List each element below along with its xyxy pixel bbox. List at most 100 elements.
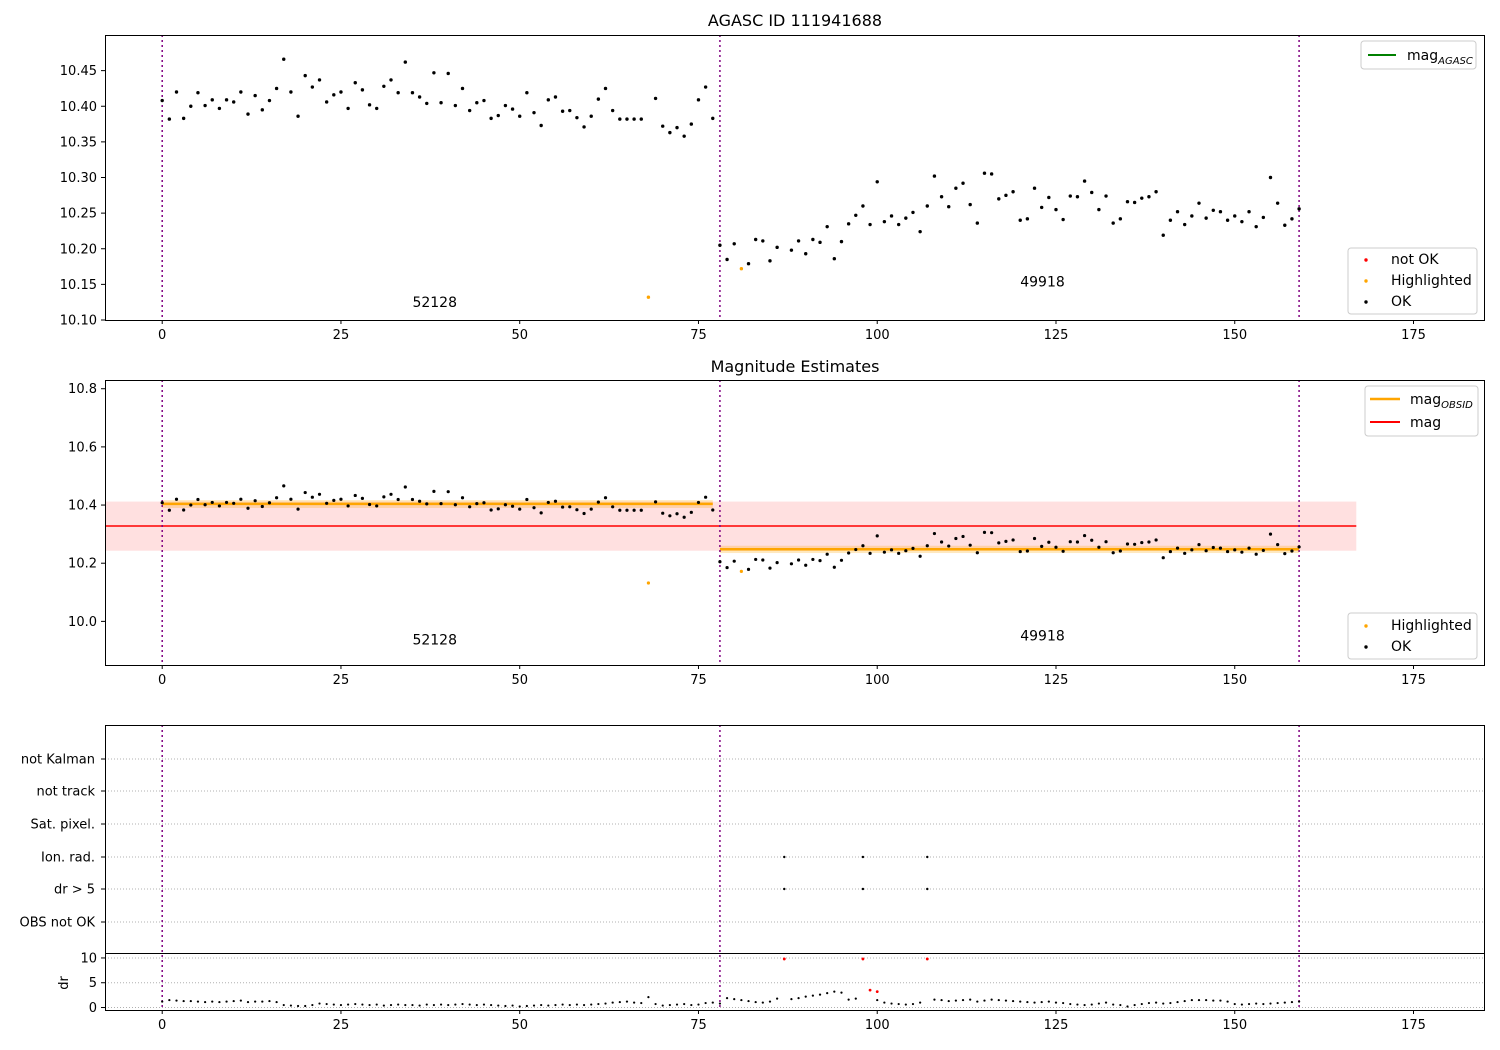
data-point [603, 496, 608, 500]
data-point [339, 497, 343, 501]
dr-point [983, 999, 986, 1002]
data-point [832, 565, 836, 569]
data-point [761, 239, 765, 243]
dr-point [175, 999, 178, 1002]
data-point [982, 530, 987, 534]
dr-point [668, 1003, 671, 1007]
y-tick-label: 10.45 [60, 64, 97, 79]
data-point [325, 501, 329, 505]
y-tick-label: 10.15 [60, 278, 97, 293]
data-point [310, 85, 315, 89]
dr-point [704, 1001, 707, 1005]
dr-point [296, 1004, 300, 1008]
data-point [718, 243, 722, 247]
data-point [568, 505, 572, 509]
dr-point [640, 1001, 643, 1005]
data-point [160, 98, 164, 103]
flag-row-label: Ion. rad. [41, 851, 95, 866]
data-point [825, 552, 829, 556]
data-point [1025, 549, 1029, 553]
agasc-mag-panel: AGASC ID 111941688 52128 49918 0 25 50 75 100 1… [60, 11, 1485, 343]
dr-axis-label: dr [57, 976, 72, 990]
data-point [167, 508, 171, 512]
data-point [875, 534, 879, 538]
panel2-frame [105, 380, 1485, 666]
data-point [332, 498, 336, 502]
data-point [975, 221, 980, 225]
dr-point [976, 1000, 979, 1003]
data-point [904, 216, 908, 220]
data-point [582, 125, 586, 129]
data-point [432, 489, 436, 493]
legend-highlighted-marker [1364, 624, 1368, 628]
data-point [882, 550, 886, 554]
dr-point [997, 998, 1000, 1002]
data-point [839, 558, 844, 562]
x-tick-label: 150 [1222, 673, 1247, 688]
data-point [267, 501, 272, 505]
dr-point [211, 1000, 214, 1003]
dr-point [790, 997, 793, 1001]
data-point [553, 95, 558, 99]
dr-point [697, 1003, 700, 1006]
dr-point [454, 1003, 457, 1006]
panel3-frame [105, 725, 1485, 1011]
data-point [911, 210, 915, 215]
data-point [768, 566, 772, 570]
data-point [282, 484, 286, 488]
data-point [789, 248, 794, 252]
data-point [1047, 195, 1051, 200]
dr-point [461, 1002, 464, 1006]
data-point [510, 504, 515, 508]
dr-point [761, 1001, 764, 1004]
data-point [1068, 194, 1072, 198]
dr-point [1026, 1000, 1029, 1004]
legend-highlighted-label: Highlighted [1391, 618, 1472, 634]
obsid-annotation: 52128 [412, 295, 457, 311]
data-point [1125, 542, 1130, 546]
data-point [410, 497, 415, 502]
data-point [532, 110, 536, 115]
data-point [889, 548, 894, 552]
data-point [961, 181, 965, 185]
data-point [1240, 219, 1244, 224]
data-point [282, 57, 286, 61]
dr-point [883, 1001, 886, 1004]
y-tick-label: 10.10 [60, 314, 97, 329]
data-point [1168, 549, 1172, 554]
dr-point [196, 1000, 200, 1003]
data-point [689, 122, 694, 126]
data-point [639, 117, 643, 121]
dr-point [418, 1004, 421, 1007]
data-point [761, 558, 765, 562]
dr-point [225, 1000, 228, 1003]
data-point [961, 534, 965, 539]
data-point [553, 499, 558, 503]
data-point [618, 117, 622, 121]
data-point [396, 91, 400, 95]
data-point [897, 551, 901, 555]
data-point [367, 103, 372, 107]
x-tick-label: 0 [158, 1018, 166, 1033]
legend-not-ok-marker [1364, 258, 1368, 262]
data-point [653, 500, 658, 504]
data-point [303, 73, 307, 78]
data-point [189, 104, 193, 108]
data-point [561, 505, 565, 509]
data-point [882, 219, 887, 224]
dr-point [311, 1003, 314, 1007]
data-point [1276, 543, 1280, 547]
data-point [632, 508, 636, 512]
data-point [389, 78, 393, 82]
dr-point [1269, 1002, 1272, 1005]
y-tick-label: 10.0 [68, 615, 97, 630]
dr-point [990, 998, 993, 1001]
dr-point [168, 998, 171, 1002]
data-point [975, 551, 979, 555]
legend-highlighted-label: Highlighted [1391, 273, 1472, 289]
dr-point [246, 1000, 250, 1004]
dr-point [561, 1003, 564, 1006]
flag-point [926, 855, 929, 859]
data-point [818, 558, 822, 563]
